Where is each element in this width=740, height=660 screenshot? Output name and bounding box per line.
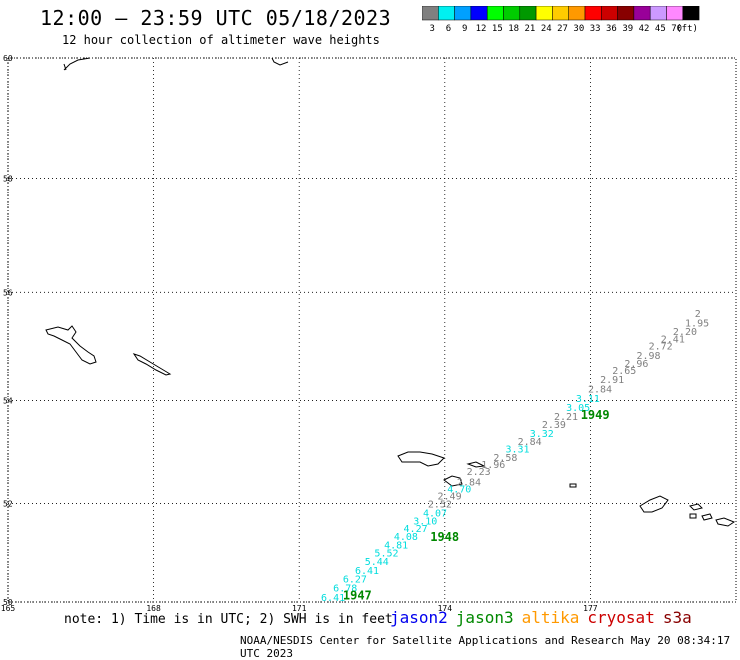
lon-label: 174 (438, 604, 453, 613)
wave-height-value: 2.58 (493, 453, 517, 464)
island-semichi (466, 461, 486, 468)
lat-label: 54 (3, 396, 13, 405)
wave-height-value: 6.27 (343, 575, 367, 586)
color-bin-label: 15 (492, 24, 503, 34)
coastline-kamchatka-tip (63, 57, 91, 71)
footnote: note: 1) Time is in UTC; 2) SWH is in fe… (64, 612, 393, 627)
coastlines (45, 57, 736, 527)
lat-label: 58 (3, 174, 13, 183)
wave-height-value: 3.11 (576, 394, 600, 405)
color-bin-label: 21 (525, 24, 536, 34)
unit-label: (ft) (676, 24, 698, 34)
lon-label: 165 (1, 604, 16, 613)
wave-height-value: 5.52 (374, 549, 398, 560)
time-marker: 1949 (581, 408, 610, 422)
wave-height-value: 6.41 (355, 566, 379, 577)
color-bin-label: 12 (476, 24, 487, 34)
wave-height-value: 2.65 (612, 366, 636, 377)
wave-height-value: 1.95 (685, 318, 709, 329)
lat-label: 56 (3, 288, 13, 297)
satellite-legend-item: altika (521, 608, 580, 627)
wave-height-value: 4.27 (404, 524, 428, 535)
wave-height-value: 4.70 (447, 484, 471, 495)
lon-label: 177 (583, 604, 598, 613)
lat-label: 50 (3, 598, 13, 607)
wave-height-value: 2.49 (438, 491, 462, 502)
color-bin-label: 3 (429, 24, 434, 34)
map-title: 12:00 – 23:59 UTC 05/18/2023 (40, 6, 392, 30)
time-markers: 1947 1948 1949 (343, 408, 610, 603)
wave-height-value: 2.52 (428, 499, 452, 510)
lat-label: 60 (3, 54, 13, 63)
time-marker: 1948 (430, 530, 459, 544)
island-buldir (569, 483, 577, 488)
wave-height-value: 4.07 (423, 509, 447, 520)
wave-height-value: 3.31 (505, 445, 529, 456)
color-scale-legend: 3 6 9 12 15 18 21 24 27 30 33 36 39 42 45 70(ft) (422, 6, 700, 34)
wave-height-value: 4.81 (384, 540, 408, 551)
coastline-kamchatka-east (271, 57, 289, 66)
map-subtitle: 12 hour collection of altimeter wave hei… (62, 33, 380, 47)
wave-height-value: 6.41 (321, 593, 345, 604)
color-bin-label: 18 (508, 24, 519, 34)
wave-height-value: 2.84 (518, 437, 542, 448)
wave-height-value: 2.84 (457, 477, 481, 488)
credit-line: NOAA/NESDIS Center for Satellite Applica… (240, 634, 731, 660)
island-agattu (443, 475, 463, 487)
wave-height-value: 1.96 (481, 460, 505, 471)
wave-height-value: 3.05 (566, 403, 590, 414)
island-rat (689, 503, 736, 527)
wave-height-value: 2.84 (588, 384, 612, 395)
wave-height-value: 2.23 (467, 467, 491, 478)
satellite-legend-item: cryosat (587, 608, 655, 627)
color-bin-label: 9 (462, 24, 467, 34)
color-bin (682, 6, 700, 21)
satellite-legend-item: jason3 (455, 608, 514, 627)
wave-height-value: 2.96 (624, 359, 648, 370)
lon-label: 171 (292, 604, 307, 613)
wave-height-value: 6.78 (333, 583, 357, 594)
wave-height-value: 4.08 (394, 532, 418, 543)
island-kiska (639, 495, 669, 513)
color-bin-label: 42 (639, 24, 650, 34)
island-medny (132, 353, 172, 376)
time-marker: 1947 (343, 589, 372, 603)
island-bering (45, 325, 97, 365)
wave-height-value: 2 (695, 309, 701, 320)
wave-height-value: 2.20 (673, 327, 697, 338)
map-frame (7, 57, 737, 603)
wave-height-value: 5.44 (365, 557, 389, 568)
color-bin-label: 70 (671, 24, 682, 34)
color-bin-label: 33 (590, 24, 601, 34)
satellite-legend-item: jason2 (390, 608, 448, 627)
wave-height-value: 3.10 (413, 517, 437, 528)
wave-height-value: 2.98 (637, 351, 661, 362)
color-bin-label: 36 (606, 24, 617, 34)
satellite-legend-item: s3a (662, 608, 692, 627)
wave-height-value: 2.21 (554, 412, 578, 423)
color-bin-label: 24 (541, 24, 552, 34)
island-attu (397, 451, 445, 467)
wave-height-value: 2.72 (649, 342, 673, 353)
wave-height-value: 3.32 (530, 429, 554, 440)
satellite-legend: jason2 jason3 altika cryosat s3a (390, 608, 700, 627)
lat-lon-grid: 165 168 171 174 177 60 58 56 54 52 50 (1, 54, 736, 613)
color-bin-label: 6 (446, 24, 451, 34)
wave-height-value: 2.39 (542, 420, 566, 431)
wave-height-value: 2.91 (600, 375, 624, 386)
color-bin-label: 27 (557, 24, 568, 34)
wave-height-value: 2.41 (661, 335, 685, 346)
color-bin-label: 45 (655, 24, 666, 34)
color-bin-label: 30 (573, 24, 584, 34)
lat-label: 52 (3, 499, 13, 508)
wave-height-readings: 6.416.786.276.415.445.524.814.084.273.10… (321, 309, 709, 604)
lon-label: 168 (146, 604, 161, 613)
color-bin-label: 39 (622, 24, 633, 34)
